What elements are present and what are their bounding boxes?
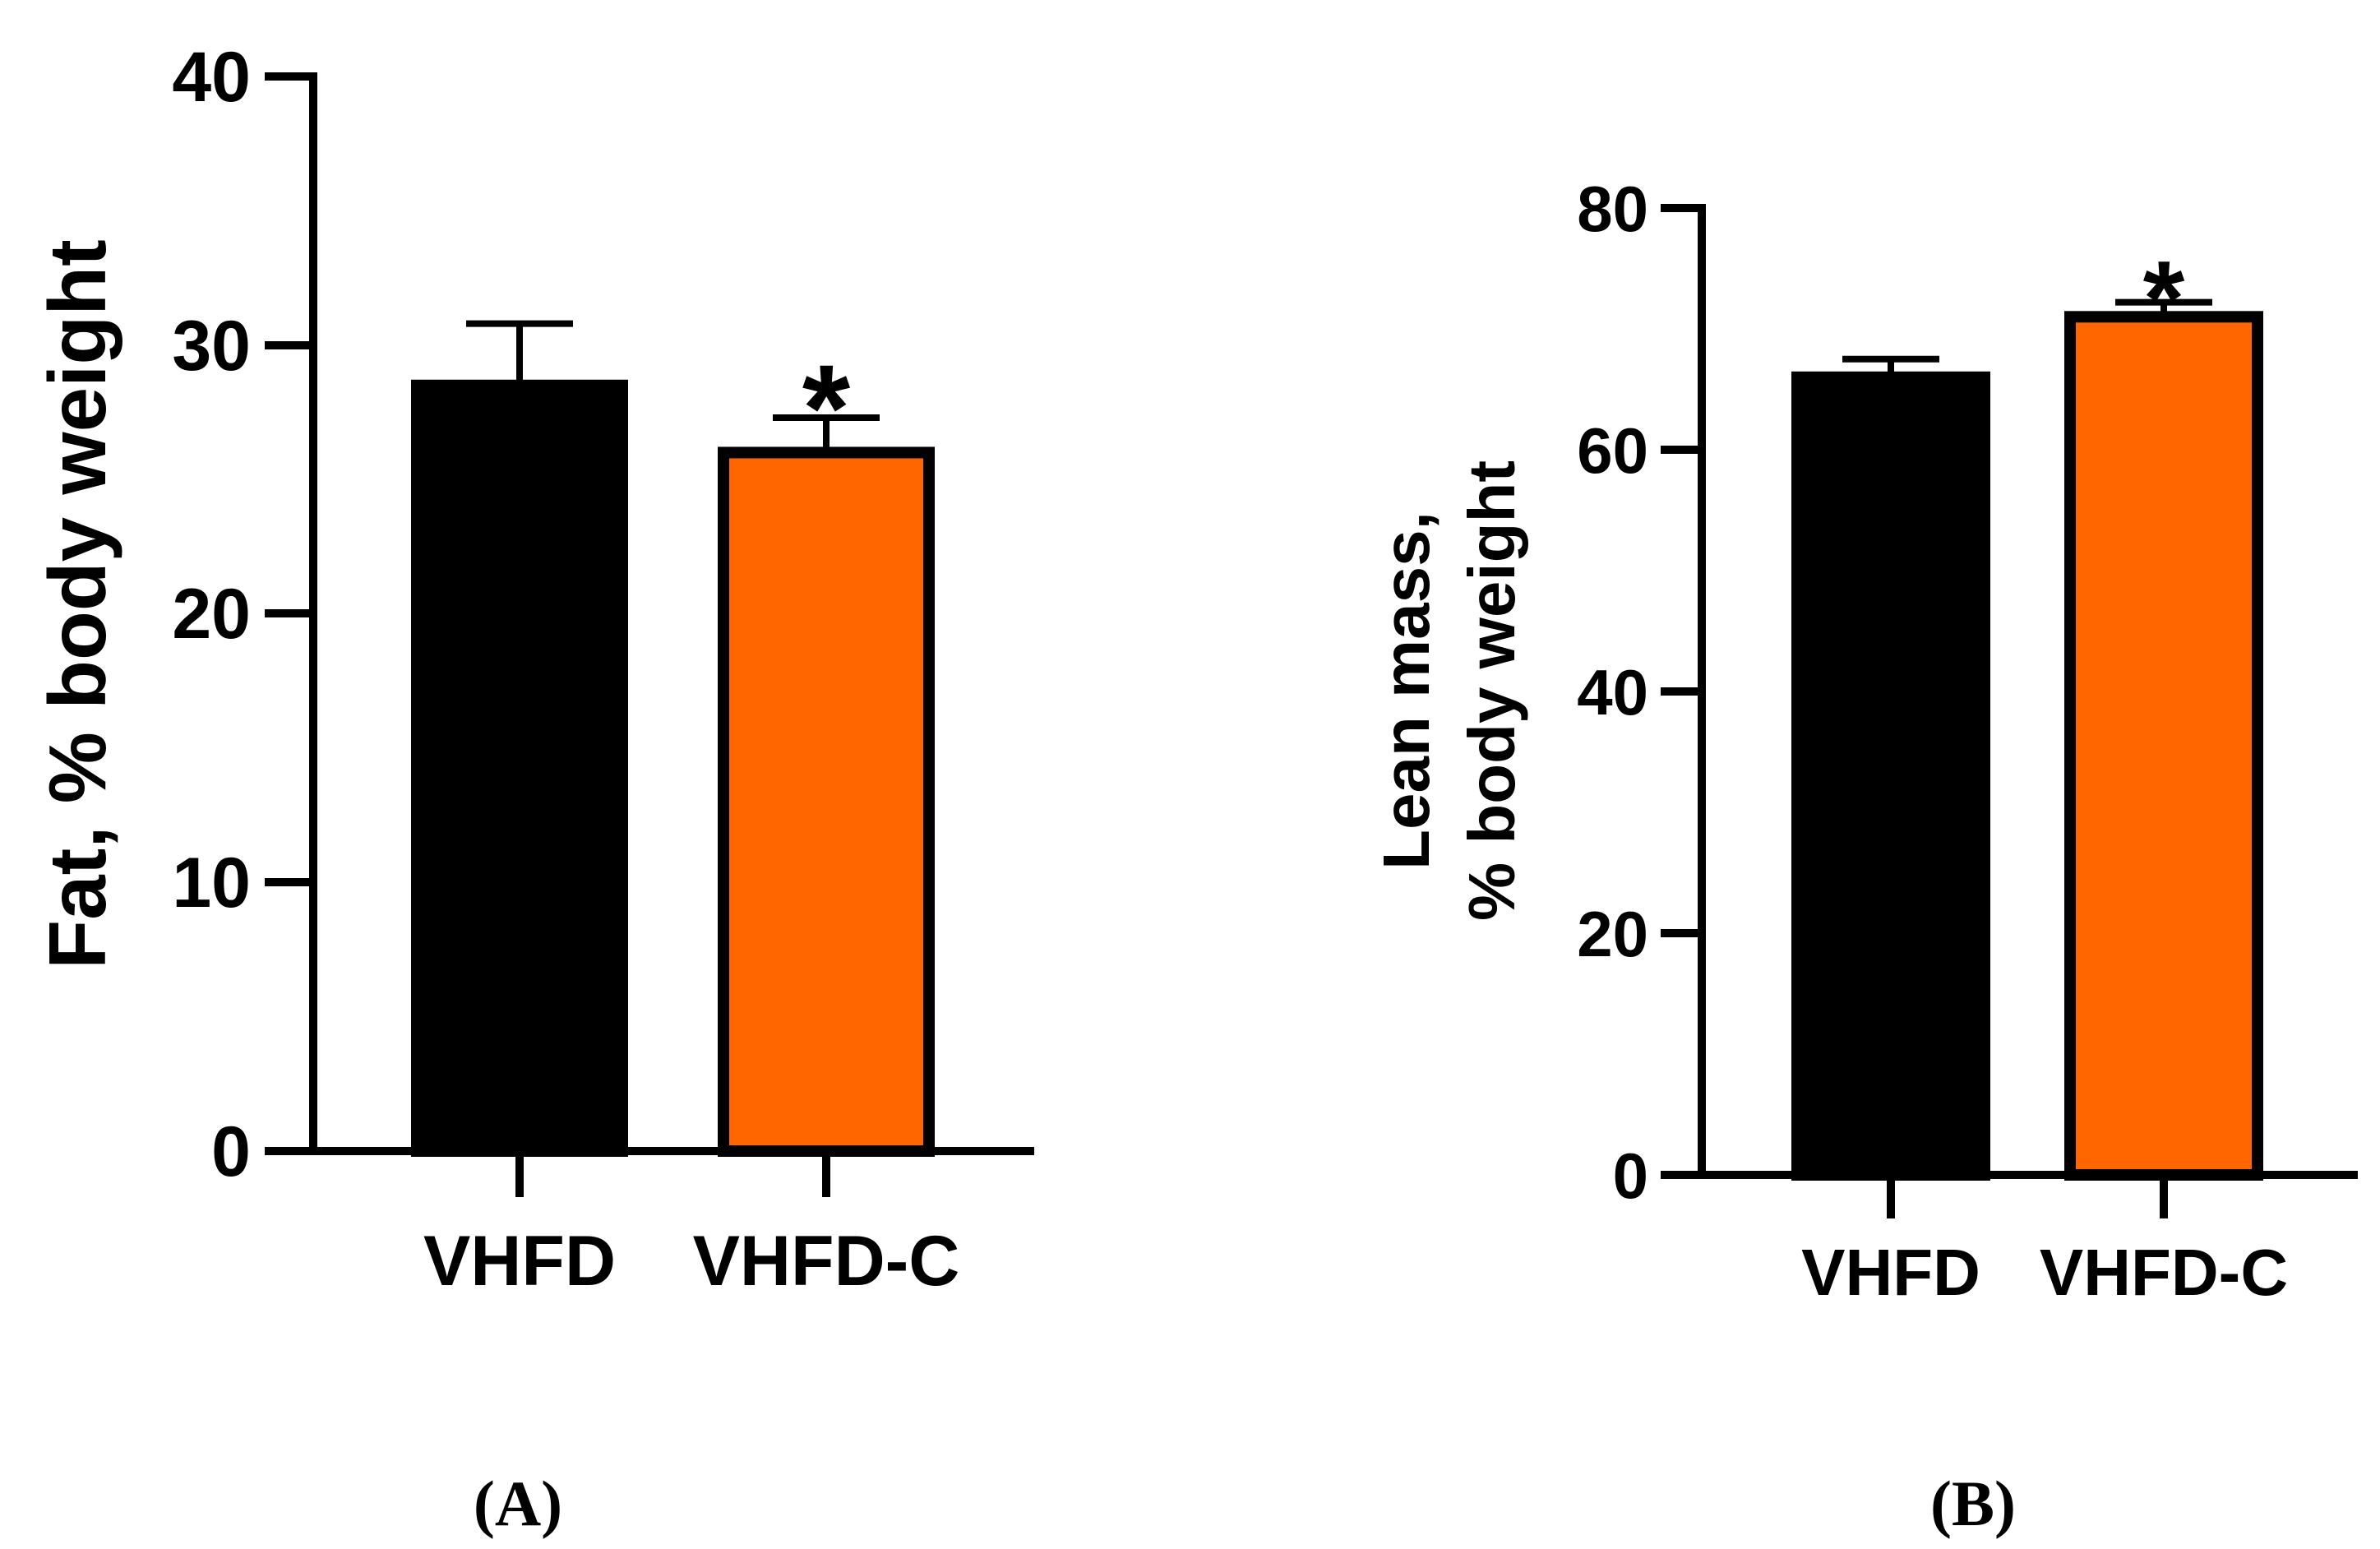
panel-b-significance-vhfd-c: * <box>2143 238 2185 358</box>
panel-b-y-tick-label-40: 40 <box>1577 656 1648 728</box>
panel-a-category-vhfd-c: VHFD-C <box>693 1222 960 1301</box>
panel-b-y-axis-title-line-2: % body weight <box>1455 460 1528 921</box>
panel-b-y-tick-label-0: 0 <box>1613 1140 1648 1212</box>
panel-a-significance-vhfd-c: * <box>802 339 851 477</box>
panel-b-lean-mass-chart: Lean mass, % body weight 0 20 40 60 80 *… <box>1370 173 2358 1539</box>
panel-a-category-vhfd: VHFD <box>423 1222 616 1301</box>
panel-b-bar-vhfd-c <box>2064 311 2263 1181</box>
panel-a-y-tick-label-0: 0 <box>211 1112 251 1191</box>
panel-b-y-tick-label-20: 20 <box>1577 898 1648 970</box>
panel-a-y-tick-label-40: 40 <box>172 38 251 117</box>
panel-a-y-tick-label-10: 10 <box>172 844 251 922</box>
panel-b-y-tick-label-60: 60 <box>1577 414 1648 487</box>
panel-b-bar-vhfd <box>1791 371 1990 1181</box>
panel-a-bar-vhfd-c <box>718 446 935 1157</box>
panel-b-y-axis-title-line-1: Lean mass, <box>1370 511 1443 870</box>
panel-a-bar-vhfd <box>411 379 628 1157</box>
panel-a-y-tick-label-30: 30 <box>172 307 251 386</box>
panel-a-fat-chart: Fat, % body weight 0 10 20 30 40 * VHFD … <box>32 38 1034 1539</box>
panel-b-category-vhfd: VHFD <box>1801 1236 1980 1309</box>
panel-b-category-vhfd-c: VHFD-C <box>2040 1236 2288 1309</box>
panel-a-label: (A) <box>474 1468 562 1539</box>
panel-b-label: (B) <box>1930 1468 2016 1539</box>
panel-b-y-tick-label-80: 80 <box>1577 173 1648 245</box>
panel-a-y-tick-label-20: 20 <box>172 575 251 654</box>
panel-a-y-axis-title: Fat, % body weight <box>32 239 122 969</box>
